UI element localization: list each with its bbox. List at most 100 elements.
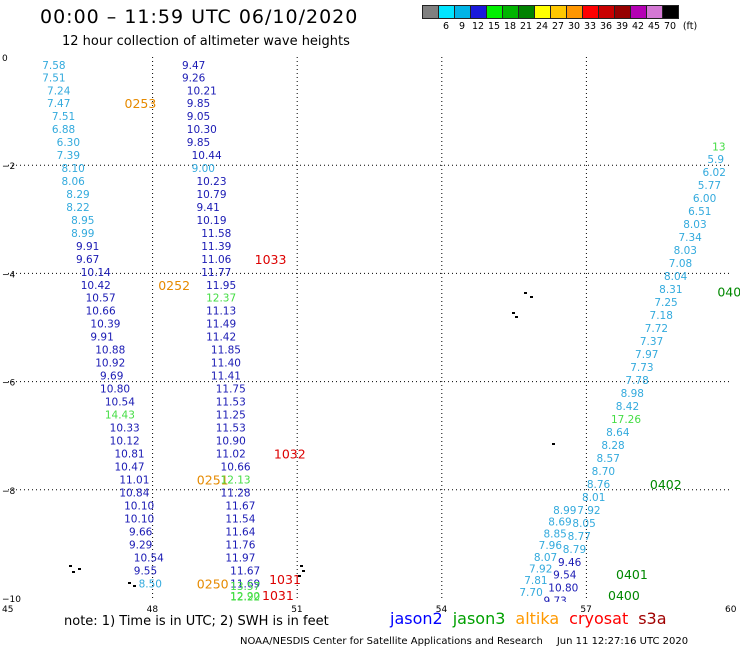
wave-height-label: 10.47 (115, 462, 145, 474)
wave-height-label: 7.25 (654, 297, 677, 309)
legend-tick-label: 21 (519, 21, 533, 32)
legend-swatch (662, 5, 679, 19)
wave-height-label: 10.81 (115, 449, 145, 461)
wave-height-label: 11.53 (216, 423, 246, 435)
satellite-name: jason2 (390, 609, 443, 628)
lat-tick-label: −6 (2, 379, 16, 389)
wave-height-label: 10.66 (221, 462, 251, 474)
wave-height-label: 11.06 (201, 254, 231, 266)
legend-swatch (502, 5, 519, 19)
wave-height-label: 11.64 (225, 526, 255, 538)
wave-height-label: 10.80 (548, 583, 578, 595)
wave-height-label: 10.84 (119, 488, 149, 500)
wave-height-label: 10.57 (86, 293, 116, 305)
wave-height-label: 8.22 (66, 202, 89, 214)
wave-height-label: 10.66 (86, 306, 116, 318)
wave-height-label: 10.30 (187, 124, 217, 136)
wave-height-label: 9.66 (129, 526, 153, 538)
wave-height-label: 11.77 (201, 267, 231, 279)
wave-height-label: 11.13 (206, 306, 236, 318)
wave-height-label: 8.95 (71, 215, 94, 227)
wave-height-label: 8.04 (664, 271, 688, 283)
wave-height-label: 7.39 (57, 150, 80, 162)
wave-height-label: 10.54 (105, 397, 135, 409)
satellite-name: jason3 (452, 609, 506, 628)
pass-time-label: 0400 (608, 588, 640, 603)
wave-height-label: 7.18 (650, 310, 673, 322)
legend-swatch (582, 5, 599, 19)
legend-swatch (646, 5, 663, 19)
wave-height-label: 11.97 (225, 552, 255, 564)
wave-height-label: 7.08 (669, 258, 692, 270)
pass-time-label: 0251 (197, 473, 229, 488)
wave-height-label: 10.54 (134, 552, 164, 564)
wave-height-label: 8.01 (582, 492, 605, 504)
legend-tick-label: 30 (567, 21, 581, 32)
wave-height-label: 10.14 (81, 267, 111, 279)
island-shape (78, 568, 81, 570)
wave-height-label: 8.03 (683, 219, 706, 231)
wave-height-label: 7.70 (519, 587, 542, 599)
wave-height-label: 8.06 (61, 176, 85, 188)
wave-height-label: 7.78 (625, 375, 648, 387)
island-shape (128, 582, 131, 584)
satellite-legend: jason2 jason3 altika cryosat s3a (390, 609, 677, 628)
wave-height-label: 8.76 (587, 479, 611, 491)
pass-time-label: 0253 (125, 96, 157, 111)
lon-tick-label: 57 (580, 605, 591, 615)
legend-tick-label: 42 (631, 21, 645, 32)
wave-height-label: 10.33 (110, 423, 140, 435)
wave-height-label: 11.69 (230, 578, 260, 590)
wave-height-label: 8.99 (71, 228, 94, 240)
lon-tick-label: 51 (291, 605, 302, 615)
legend-tick-label: 70 (663, 21, 677, 32)
wave-height-label: 10.12 (110, 436, 140, 448)
wave-height-label: 10.10 (124, 500, 154, 512)
wave-height-label: 9.69 (100, 371, 123, 383)
island-shape (300, 565, 303, 567)
legend-tick-label: 27 (551, 21, 565, 32)
wave-height-label: 8.77 (568, 531, 591, 543)
wave-height-label: 10.10 (124, 513, 154, 525)
wave-height-label: 10.23 (196, 176, 226, 188)
island-shape (530, 296, 533, 298)
wave-height-label: 6.88 (52, 124, 75, 136)
wave-height-label: 9.85 (187, 98, 210, 110)
legend-swatch (630, 5, 647, 19)
lat-tick-label: −10 (2, 595, 21, 605)
pass-time-label: 1032 (274, 447, 306, 462)
legend-swatch (422, 5, 439, 19)
wave-height-label: 11.54 (225, 513, 255, 525)
island-shape (524, 292, 527, 294)
pass-time-label: 1033 (255, 252, 287, 267)
legend-tick-label: 12 (471, 21, 485, 32)
wave-height-label: 8.64 (606, 427, 630, 439)
credit-timestamp: Jun 11 12:27:16 UTC 2020 (556, 636, 689, 647)
wave-height-label: 7.96 (539, 540, 563, 552)
wave-height-label: 11.49 (206, 319, 236, 331)
pass-time-label: 1031 (269, 572, 301, 587)
lat-tick-label: −8 (2, 487, 16, 497)
wave-height-label: 11.40 (211, 358, 241, 370)
legend-tick-label: 33 (583, 21, 597, 32)
wave-height-label: 11.25 (216, 410, 246, 422)
legend-swatch (454, 5, 471, 19)
wave-height-label: 8.98 (621, 388, 644, 400)
wave-height-label: 11.58 (201, 228, 231, 240)
pass-time-label: 1031 (262, 588, 294, 603)
legend-tick-label: 24 (535, 21, 549, 32)
lon-tick-label: 60 (725, 605, 737, 615)
wave-height-label: 10.92 (95, 358, 125, 370)
legend-tick-label: 39 (615, 21, 629, 32)
wave-height-label: 9.41 (196, 202, 219, 214)
wave-height-label: 9.05 (187, 111, 210, 123)
wave-height-label: 8.85 (543, 528, 566, 540)
wave-height-label: 11.67 (230, 565, 260, 577)
island-shape (302, 570, 305, 572)
legend-swatch (438, 5, 455, 19)
wave-height-label: 7.97 (635, 349, 658, 361)
lon-tick-label: 48 (147, 605, 159, 615)
wave-height-label: 8.05 (572, 518, 595, 530)
wave-height-label: 7.51 (52, 111, 75, 123)
